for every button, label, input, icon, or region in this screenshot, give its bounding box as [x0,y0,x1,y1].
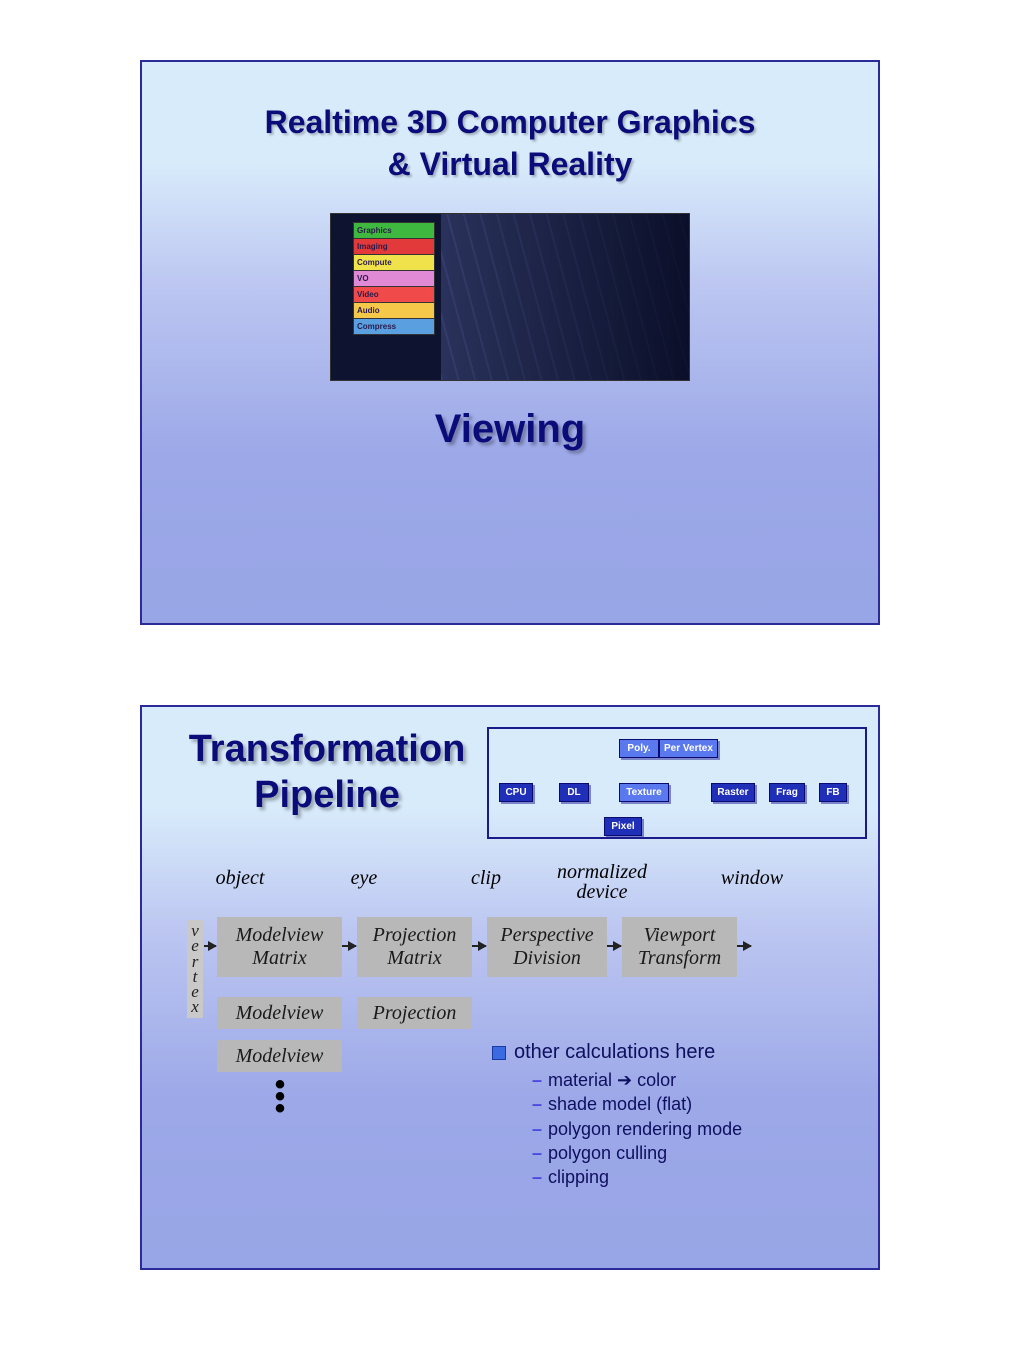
bullet-heading: other calculations here [492,1041,742,1064]
title-line1: Realtime 3D Computer Graphics [265,104,756,140]
arrow-icon [737,945,751,947]
colorboard-row: VO [353,270,435,287]
pipeline-box: DL [559,783,589,802]
scene-background [441,214,689,380]
pipeline-box: Frag [769,783,805,802]
coord-label: normalizeddevice [542,862,662,902]
other-calc-block: other calculations here –material ➔ colo… [492,1041,742,1189]
slide1-title: Realtime 3D Computer Graphics & Virtual … [142,102,878,185]
slide-title: Realtime 3D Computer Graphics & Virtual … [140,60,880,625]
pipeline-box: FB [819,783,847,802]
colorboard-row: Imaging [353,238,435,255]
colorboard: GraphicsImagingComputeVOVideoAudioCompre… [353,222,435,334]
pipeline-box: Poly. [619,739,659,758]
pipeline-stage-stack: Modelview [217,1040,342,1072]
slide-pipeline: Transformation Pipeline CPU DL Poly.Per Ve… [140,705,880,1270]
arrow-icon [342,945,356,947]
bullet-heading-text: other calculations here [514,1041,715,1063]
coord-label: window [702,867,802,890]
ellipsis-icon: ••• [270,1079,290,1115]
square-bullet-icon [492,1046,506,1060]
pipeline-diagram: CPU DL Poly.Per Vertex Texture Pixel Raster Fr… [487,727,867,839]
colorboard-row: Video [353,286,435,303]
pipeline-stage-stack: Projection [357,997,472,1029]
pipeline-stage: ViewportTransform [622,917,737,977]
pipeline-box: Texture [619,783,669,802]
hero-image: GraphicsImagingComputeVOVideoAudioCompre… [330,213,690,381]
colorboard-row: Audio [353,302,435,319]
pipeline-stage: ProjectionMatrix [357,917,472,977]
page: Realtime 3D Computer Graphics & Virtual … [0,0,1020,1360]
title-line2: & Virtual Reality [388,146,633,182]
vertex-label: vertex [187,920,203,1018]
pipeline-box: Pixel [604,817,642,836]
coord-label: eye [324,867,404,890]
slide2-title: Transformation Pipeline [172,727,482,818]
pipeline-box: CPU [499,783,533,802]
coord-label: object [190,867,290,890]
sub-bullet-item: –clipping [532,1165,742,1189]
slide1-subtitle: Viewing [142,407,878,452]
sub-bullet-item: –shade model (flat) [532,1092,742,1116]
sub-bullet-item: –polygon rendering mode [532,1117,742,1141]
pipeline-stage: PerspectiveDivision [487,917,607,977]
arrow-icon [607,945,621,947]
arrow-icon [472,945,486,947]
s2-title-line1: Transformation [189,728,466,770]
s2-title-line2: Pipeline [254,774,400,816]
pipeline-box: Raster [711,783,755,802]
coord-label: clip [446,867,526,890]
sub-bullet-item: –polygon culling [532,1141,742,1165]
arrow-icon [204,945,216,947]
pipeline-stage: ModelviewMatrix [217,917,342,977]
colorboard-row: Compress [353,318,435,335]
pipeline-box: Per Vertex [659,739,718,758]
sub-bullet-list: –material ➔ color–shade model (flat)–pol… [532,1068,742,1189]
pipeline-stage-stack: Modelview [217,997,342,1029]
colorboard-row: Graphics [353,222,435,239]
sub-bullet-item: –material ➔ color [532,1068,742,1092]
colorboard-row: Compute [353,254,435,271]
